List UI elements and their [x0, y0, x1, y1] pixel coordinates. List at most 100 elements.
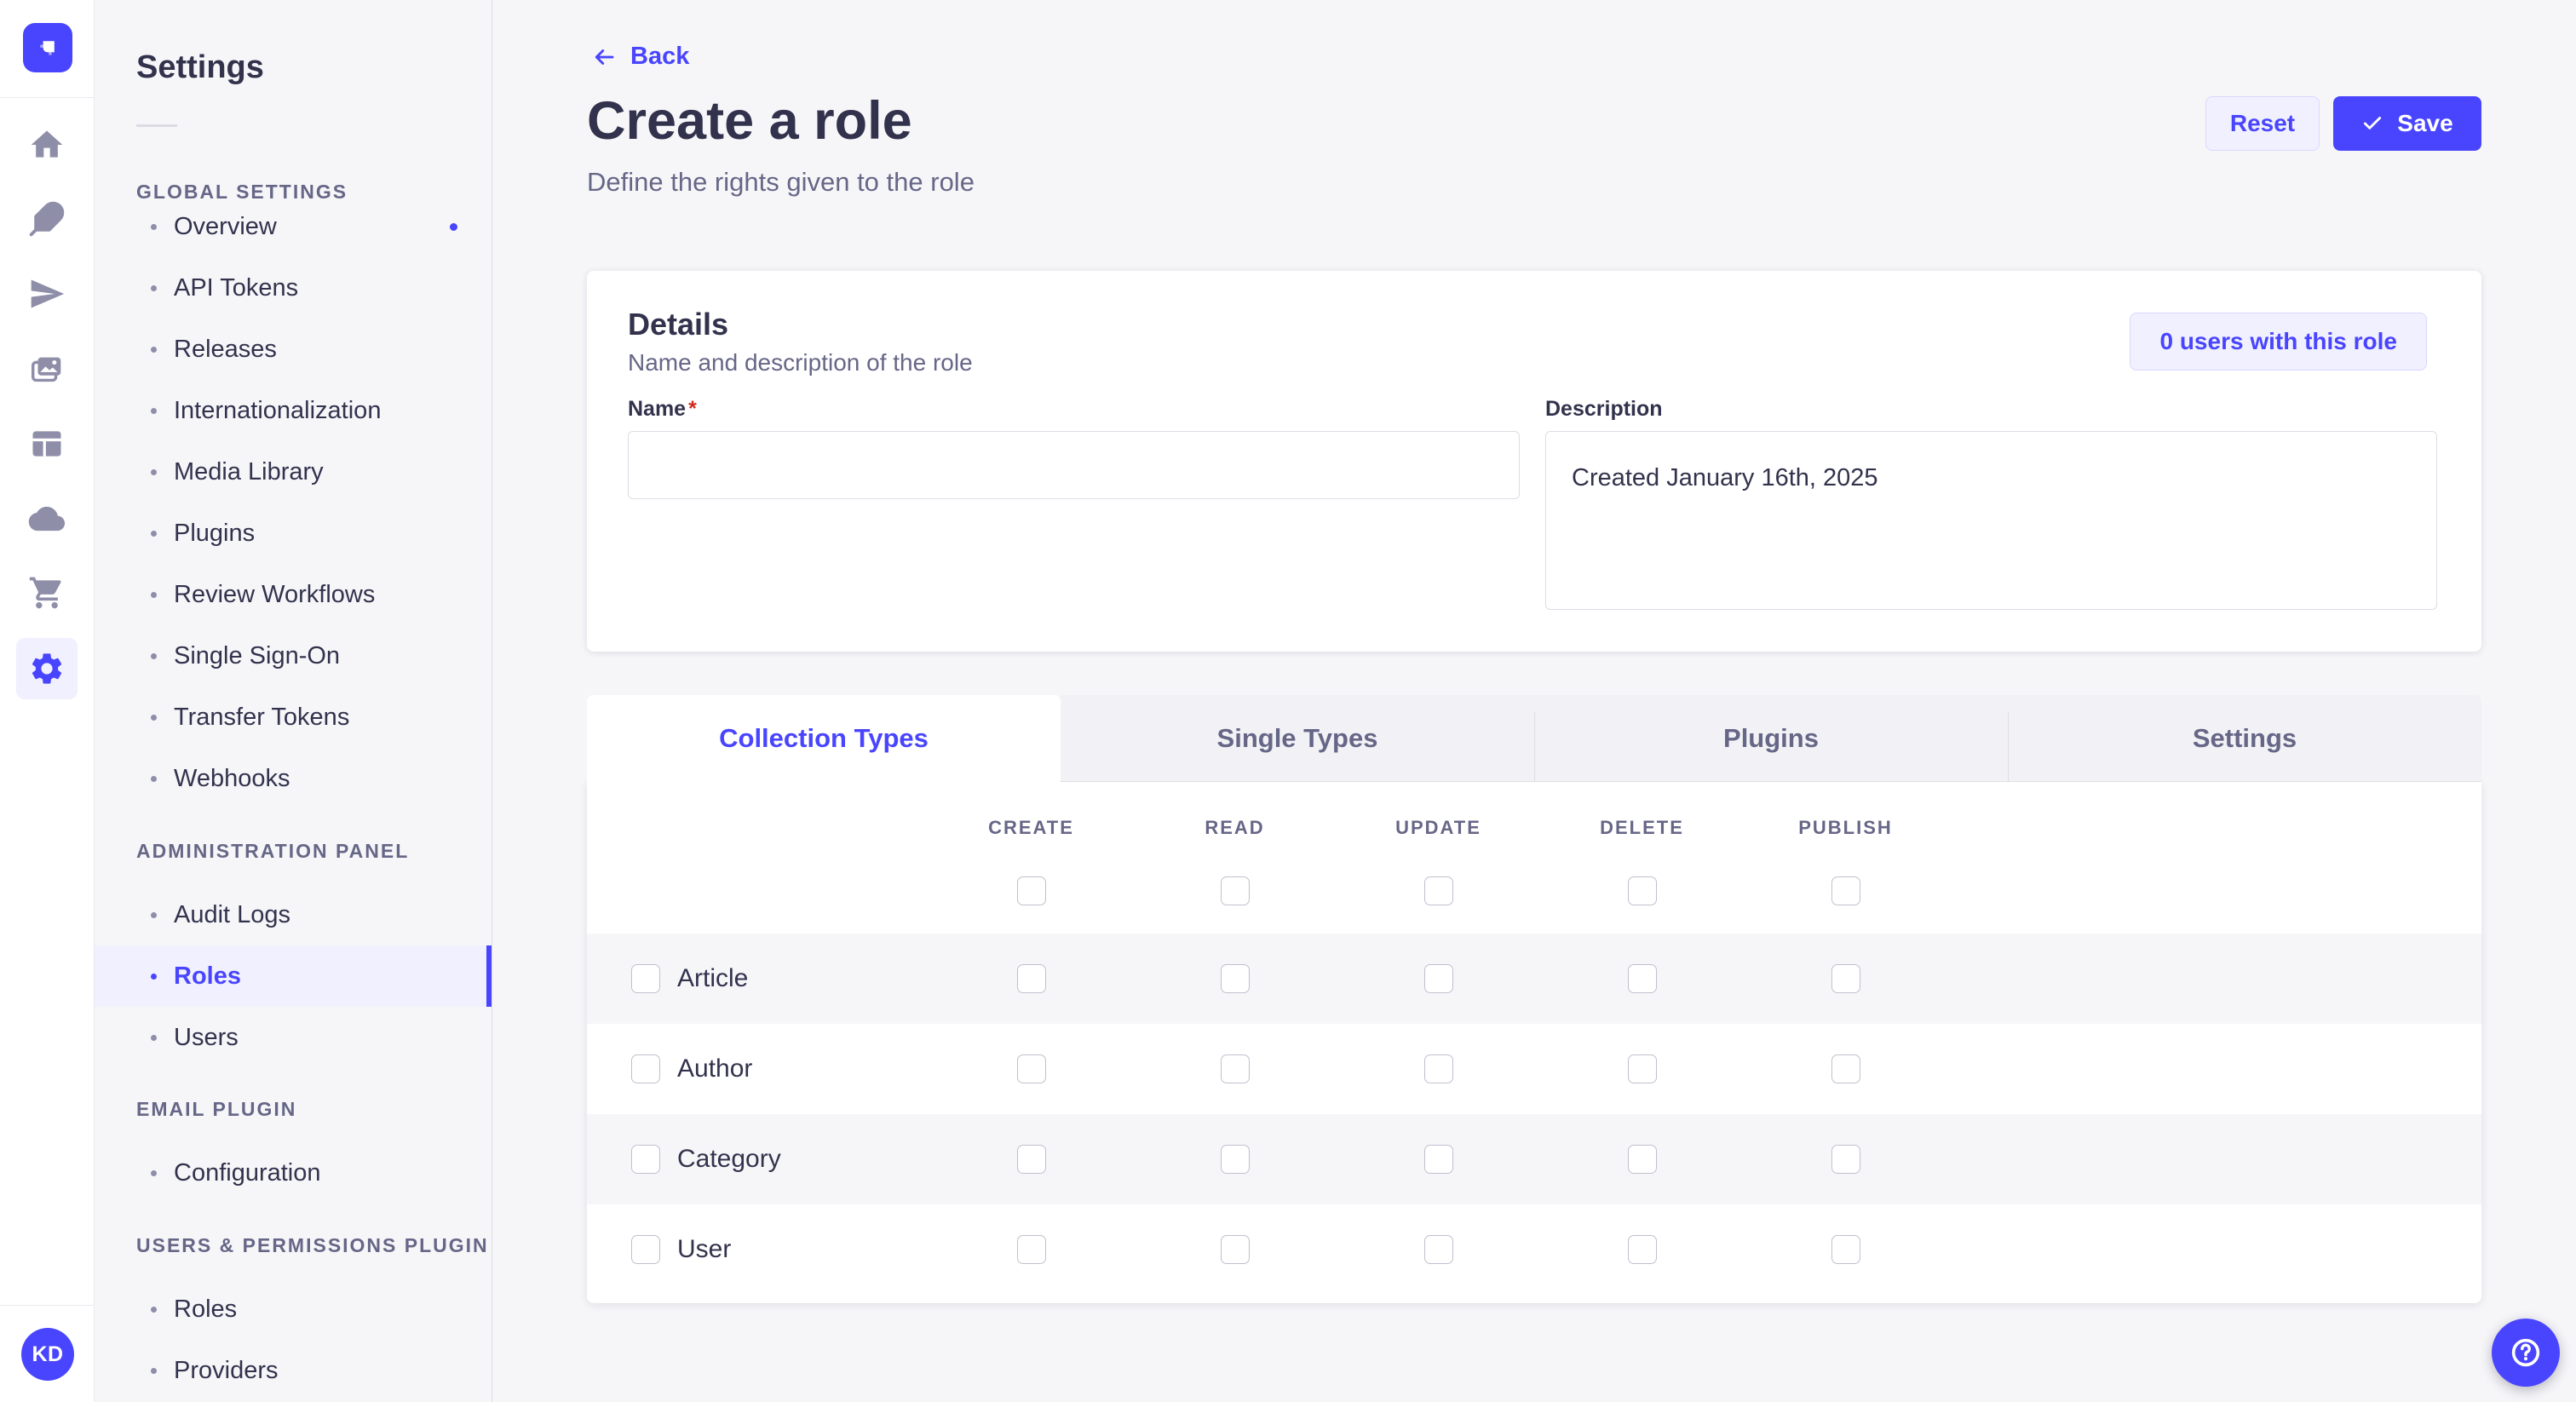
sidebar-item-label: API Tokens — [174, 273, 299, 302]
author-update-checkbox[interactable] — [1423, 1054, 1453, 1083]
author-create-checkbox[interactable] — [1016, 1054, 1046, 1083]
content-builder-feather-icon[interactable] — [16, 188, 78, 250]
details-subtitle: Name and description of the role — [628, 349, 973, 376]
column-header-create: CREATE — [988, 817, 1074, 838]
strapi-logo[interactable] — [23, 23, 72, 72]
row-select-checkbox[interactable] — [631, 1054, 660, 1083]
sidebar-item-overview[interactable]: Overview — [95, 196, 492, 257]
bullet-icon — [151, 284, 157, 291]
permissions-panel: CREATE READ UPDATE DELETE PUBLISH Articl… — [587, 782, 2481, 1303]
sidebar-item-label: Users — [174, 1023, 239, 1051]
sidebar-item-audit-logs[interactable]: Audit Logs — [95, 884, 492, 945]
tab-single-types[interactable]: Single Types — [1061, 695, 1534, 782]
settings-gear-icon[interactable] — [16, 638, 78, 699]
article-create-checkbox[interactable] — [1016, 964, 1046, 993]
author-read-checkbox[interactable] — [1220, 1054, 1250, 1083]
section-label-global-settings: GLOBAL SETTINGS — [136, 181, 348, 203]
sidebar-item-users[interactable]: Users — [95, 1007, 492, 1068]
bullet-icon — [151, 346, 157, 353]
select-all-delete-checkbox[interactable] — [1627, 876, 1657, 905]
bullet-icon — [151, 591, 157, 598]
back-label: Back — [630, 43, 690, 70]
category-update-checkbox[interactable] — [1423, 1145, 1453, 1174]
sidebar-item-plugins[interactable]: Plugins — [95, 503, 492, 564]
row-select-checkbox[interactable] — [631, 1145, 660, 1174]
sidebar-item-transfer-tokens[interactable]: Transfer Tokens — [95, 687, 492, 748]
back-link[interactable]: Back — [591, 43, 689, 71]
category-read-checkbox[interactable] — [1220, 1145, 1250, 1174]
user-read-checkbox[interactable] — [1220, 1235, 1250, 1264]
sidebar-item-webhooks[interactable]: Webhooks — [95, 748, 492, 809]
users-with-role-button[interactable]: 0 users with this role — [2130, 313, 2427, 371]
row-select-checkbox[interactable] — [631, 964, 660, 993]
article-update-checkbox[interactable] — [1423, 964, 1453, 993]
name-input[interactable] — [628, 431, 1520, 499]
sidebar-item-label: Review Workflows — [174, 580, 376, 608]
tab-settings[interactable]: Settings — [2008, 695, 2481, 782]
save-button-label: Save — [2397, 110, 2453, 136]
reset-button[interactable]: Reset — [2205, 96, 2320, 151]
user-delete-checkbox[interactable] — [1627, 1235, 1657, 1264]
reset-button-label: Reset — [2229, 110, 2296, 136]
column-header-publish: PUBLISH — [1798, 817, 1893, 838]
category-publish-checkbox[interactable] — [1831, 1145, 1860, 1174]
user-publish-checkbox[interactable] — [1831, 1235, 1860, 1264]
sidebar-item-up-roles[interactable]: Roles — [95, 1278, 492, 1340]
row-select-checkbox[interactable] — [631, 1235, 660, 1264]
category-create-checkbox[interactable] — [1016, 1145, 1046, 1174]
select-all-read-checkbox[interactable] — [1220, 876, 1250, 905]
article-read-checkbox[interactable] — [1220, 964, 1250, 993]
sidebar-item-single-sign-on[interactable]: Single Sign-On — [95, 625, 492, 687]
author-publish-checkbox[interactable] — [1831, 1054, 1860, 1083]
home-icon[interactable] — [16, 114, 78, 175]
sidebar-item-label: Roles — [174, 962, 241, 990]
deploy-cloud-icon[interactable] — [16, 489, 78, 550]
page-subtitle: Define the rights given to the role — [587, 167, 975, 197]
table-row-author: Author — [587, 1024, 2481, 1114]
help-button[interactable] — [2492, 1319, 2560, 1387]
sidebar-item-label: Providers — [174, 1356, 279, 1384]
marketplace-cart-icon[interactable] — [16, 562, 78, 623]
sidebar-item-internationalization[interactable]: Internationalization — [95, 380, 492, 441]
article-publish-checkbox[interactable] — [1831, 964, 1860, 993]
user-avatar[interactable]: KD — [21, 1328, 74, 1381]
sidebar-item-releases[interactable]: Releases — [95, 319, 492, 380]
content-manager-layout-icon[interactable] — [16, 413, 78, 474]
sidebar-item-api-tokens[interactable]: API Tokens — [95, 257, 492, 319]
main-nav-rail: KD — [0, 0, 95, 1402]
save-button[interactable]: Save — [2333, 96, 2481, 151]
sidebar-item-providers[interactable]: Providers — [95, 1340, 492, 1401]
sidebar-item-media-library[interactable]: Media Library — [95, 441, 492, 503]
tab-plugins[interactable]: Plugins — [1534, 695, 2008, 782]
user-create-checkbox[interactable] — [1016, 1235, 1046, 1264]
sidebar-item-roles-active[interactable]: Roles — [95, 945, 492, 1007]
bullet-icon — [151, 1367, 157, 1374]
description-textarea[interactable]: Created January 16th, 2025 — [1545, 431, 2437, 610]
tab-collection-types[interactable]: Collection Types — [587, 695, 1061, 782]
sidebar-item-label: Single Sign-On — [174, 641, 341, 669]
user-update-checkbox[interactable] — [1423, 1235, 1453, 1264]
details-card: Details Name and description of the role… — [587, 271, 2481, 652]
section-label-email-plugin: EMAIL PLUGIN — [136, 1098, 297, 1120]
article-delete-checkbox[interactable] — [1627, 964, 1657, 993]
rail-divider — [0, 1305, 95, 1306]
author-delete-checkbox[interactable] — [1627, 1054, 1657, 1083]
sidebar-item-label: Roles — [174, 1295, 238, 1323]
tab-label: Single Types — [1216, 722, 1378, 753]
column-header-update: UPDATE — [1395, 817, 1481, 838]
check-icon — [2364, 117, 2382, 129]
users-with-role-label: 0 users with this role — [2159, 328, 2397, 354]
releases-paper-plane-icon[interactable] — [16, 263, 78, 325]
permissions-header-labels: CREATE READ UPDATE DELETE PUBLISH — [587, 782, 2481, 848]
details-title: Details — [628, 307, 729, 342]
sidebar-item-review-workflows[interactable]: Review Workflows — [95, 564, 492, 625]
media-library-images-icon[interactable] — [16, 339, 78, 400]
bullet-icon — [151, 223, 157, 230]
sidebar-item-configuration[interactable]: Configuration — [95, 1142, 492, 1204]
select-all-create-checkbox[interactable] — [1016, 876, 1046, 905]
content-type-label: User — [677, 1235, 732, 1263]
bullet-icon — [151, 407, 157, 414]
select-all-publish-checkbox[interactable] — [1831, 876, 1860, 905]
category-delete-checkbox[interactable] — [1627, 1145, 1657, 1174]
select-all-update-checkbox[interactable] — [1423, 876, 1453, 905]
